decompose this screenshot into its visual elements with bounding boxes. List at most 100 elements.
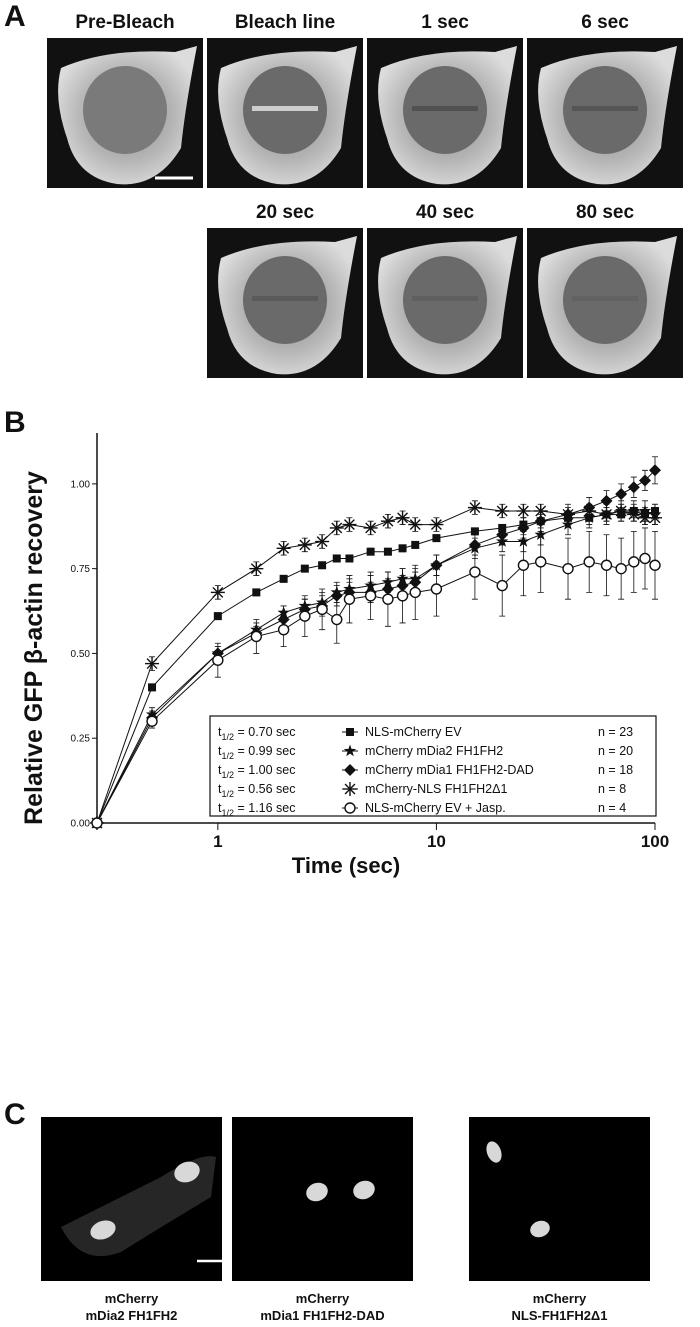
legend-t-sub: 1/2: [221, 789, 234, 799]
marker: [639, 552, 651, 565]
legend-t: t: [218, 782, 222, 796]
marker-shape: [628, 556, 640, 568]
marker-shape: [411, 540, 420, 549]
marker: [638, 474, 651, 487]
marker-shape: [615, 505, 627, 517]
marker: [299, 610, 311, 622]
marker: [343, 744, 357, 757]
micrograph: [527, 38, 683, 188]
legend-n: n = 8: [598, 782, 626, 796]
marker: [517, 559, 530, 571]
marker-shape: [470, 527, 479, 536]
frame-title: 80 sec: [576, 202, 635, 223]
legend-t-half: t1/2 = 0.99 sec: [218, 744, 296, 761]
legend-t-value: = 0.70 sec: [234, 725, 296, 739]
marker: [469, 566, 481, 578]
legend-t-sub: 1/2: [221, 751, 234, 761]
marker: [533, 504, 548, 518]
marker-shape: [562, 508, 574, 520]
marker-shape: [382, 593, 394, 605]
marker: [614, 504, 629, 518]
marker: [210, 585, 225, 600]
marker-shape: [396, 590, 409, 602]
y-tick-label: 1.00: [71, 479, 91, 490]
marker: [380, 514, 395, 529]
frame-title: 40 sec: [416, 202, 475, 223]
x-tick-label: 10: [427, 832, 446, 851]
nucleus: [563, 256, 647, 344]
marker: [583, 556, 595, 568]
marker-shape: [409, 519, 421, 531]
marker: [344, 802, 356, 814]
caption: mCherry: [296, 1291, 350, 1306]
marker-shape: [332, 554, 341, 563]
marker: [638, 504, 652, 517]
marker: [408, 517, 423, 532]
marker: [329, 520, 344, 535]
marker-shape: [600, 559, 613, 571]
legend-n: n = 20: [598, 744, 633, 758]
marker-shape: [344, 783, 356, 795]
marker-shape: [344, 764, 356, 776]
nucleus: [403, 256, 487, 344]
marker-shape: [316, 603, 328, 616]
legend-t-half: t1/2 = 1.00 sec: [218, 763, 296, 780]
marker-shape: [430, 583, 443, 595]
marker-shape: [382, 515, 394, 527]
marker: [249, 561, 264, 576]
marker-shape: [496, 579, 508, 592]
marker-shape: [343, 744, 357, 757]
marker-shape: [364, 590, 377, 602]
marker-shape: [212, 654, 224, 666]
legend-t: t: [218, 763, 222, 777]
marker: [346, 728, 354, 736]
marker: [315, 534, 330, 549]
marker: [300, 564, 309, 573]
marker: [467, 500, 482, 515]
marker: [148, 683, 157, 692]
marker-shape: [250, 563, 262, 575]
marker: [429, 517, 444, 532]
marker: [297, 537, 312, 552]
legend-label: NLS-mCherry EV + Jasp.: [365, 801, 506, 815]
micrograph: [232, 1117, 413, 1281]
legend-box: [209, 715, 657, 817]
marker: [395, 510, 410, 525]
marker-shape: [535, 505, 547, 517]
marker: [470, 527, 479, 536]
marker: [615, 488, 628, 501]
image-bg: [469, 1117, 650, 1281]
marker: [277, 623, 290, 636]
micrograph: [41, 1117, 239, 1281]
caption: mDia1 FH1FH2-DAD: [260, 1308, 384, 1323]
marker-shape: [615, 562, 627, 575]
marker-shape: [649, 464, 661, 477]
bleach-line: [572, 296, 638, 301]
marker-shape: [345, 554, 354, 563]
marker: [332, 554, 341, 563]
legend-t-value: = 1.16 sec: [234, 801, 296, 815]
marker: [212, 654, 224, 666]
marker: [366, 547, 375, 556]
frame-title: 20 sec: [256, 202, 315, 223]
frame-title: 1 sec: [421, 12, 469, 33]
marker-shape: [627, 481, 640, 494]
marker-shape: [365, 522, 377, 534]
marker-shape: [583, 505, 595, 517]
marker: [316, 603, 328, 616]
marker: [279, 574, 288, 583]
x-tick-label: 100: [641, 832, 669, 851]
marker-shape: [517, 521, 530, 534]
marker: [517, 521, 530, 534]
marker-shape: [639, 552, 651, 565]
x-axis-label: Time (sec): [292, 853, 400, 878]
marker: [562, 562, 574, 575]
bleach-line: [412, 106, 478, 111]
legend-t: t: [218, 744, 222, 758]
legend-t-value: = 0.99 sec: [234, 744, 296, 758]
marker: [411, 540, 420, 549]
caption: mDia2 FH1FH2: [86, 1308, 178, 1323]
nucleus: [243, 256, 327, 344]
